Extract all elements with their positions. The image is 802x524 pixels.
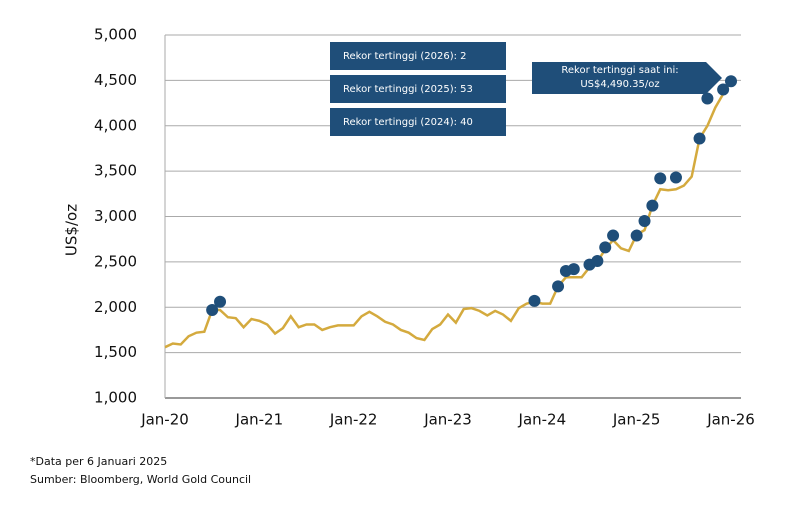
annotation-box — [330, 75, 506, 103]
y-tick-label: 1,500 — [94, 343, 137, 361]
record-dot — [599, 241, 612, 254]
y-tick-label: 3,500 — [94, 162, 137, 180]
record-dot — [607, 229, 620, 242]
annotation-arrow — [532, 62, 722, 94]
x-tick-label: Jan-22 — [329, 411, 378, 429]
annotation-box — [330, 108, 506, 136]
x-tick-label: Jan-23 — [423, 411, 472, 429]
record-dot — [214, 295, 227, 308]
annotation-box — [330, 42, 506, 70]
record-dot — [669, 171, 682, 184]
record-dot — [638, 215, 651, 228]
record-dot — [717, 83, 730, 96]
x-tick-label: Jan-20 — [140, 411, 189, 429]
record-dot — [646, 199, 659, 212]
y-tick-label: 1,000 — [94, 389, 137, 407]
record-dot — [552, 280, 565, 293]
y-tick-label: 4,000 — [94, 116, 137, 134]
record-dot — [725, 75, 737, 88]
record-dot — [701, 92, 714, 105]
record-dot — [630, 229, 643, 242]
record-dot — [591, 254, 604, 267]
annotation: Rekor tertinggi (2025): 53 — [343, 84, 473, 95]
footnote: *Data per 6 Januari 2025 — [30, 455, 167, 468]
y-tick-label: 4,500 — [94, 71, 137, 89]
footnote: Sumber: Bloomberg, World Gold Council — [30, 473, 251, 486]
x-tick-label: Jan-25 — [612, 411, 661, 429]
y-axis-label: US$/oz — [63, 204, 81, 256]
x-tick-label: Jan-21 — [235, 411, 284, 429]
annotation: Rekor tertinggi saat ini: — [561, 65, 678, 76]
annotation: US$4,490.35/oz — [580, 79, 659, 90]
record-dot — [206, 303, 219, 316]
annotation: Rekor tertinggi (2026): 2 — [343, 51, 467, 62]
record-dot — [693, 132, 706, 145]
y-tick-label: 2,500 — [94, 252, 137, 270]
y-tick-label: 5,000 — [94, 26, 137, 44]
y-tick-label: 2,000 — [94, 298, 137, 316]
record-dot — [567, 263, 580, 276]
x-tick-label: Jan-26 — [706, 411, 755, 429]
record-dot — [654, 172, 667, 185]
y-tick-label: 3,000 — [94, 207, 137, 225]
record-dot — [528, 294, 541, 307]
annotation: Rekor tertinggi (2024): 40 — [343, 117, 473, 128]
x-tick-label: Jan-24 — [518, 411, 567, 429]
